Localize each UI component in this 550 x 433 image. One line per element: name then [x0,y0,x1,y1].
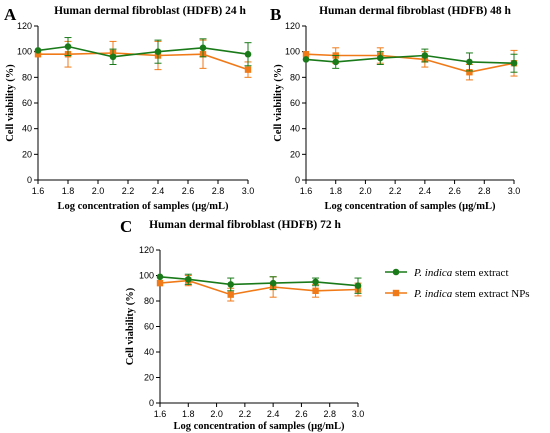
panel-c-y-tick-label: 120 [139,245,154,255]
panel-b-x-tick-label: 1.8 [329,186,342,196]
panel-c-x-axis-label: Log concentration of samples (µg/mL) [173,421,345,432]
panel-b-nps-point [302,51,310,58]
panel-a-extract-point [199,44,207,52]
legend-extract-species: P. indica [413,267,453,279]
panel-c-y-tick-label: 20 [144,373,154,383]
panel-c-x-tick-label: 3.0 [352,409,365,419]
panel-b-y-tick-label: 40 [290,124,300,134]
panel-a-x-tick-label: 2.6 [182,186,195,196]
panel-a-extract-point [109,53,117,61]
panel-a-x-tick-label: 3.0 [242,186,255,196]
panel-c-y-tick-label: 80 [144,296,154,306]
panel-b-x-axis-label: Log concentration of samples (µg/mL) [324,201,496,212]
panel-c-y-tick-label: 0 [149,398,154,408]
panel-b-letter: B [270,5,281,24]
panel-a-extract-line [37,45,249,58]
panel-c-x-tick-label: 1.6 [154,409,167,419]
panel-c-nps-line [159,279,359,296]
panel-c-y-tick-label: 40 [144,347,154,357]
panel-b-x-tick-label: 1.6 [300,186,313,196]
panel-b-extract-point [510,59,518,67]
panel-b-y-tick-label: 100 [285,47,300,57]
panel-a-extract-point [64,43,72,50]
panel-b-x-tick-label: 2.6 [448,186,461,196]
legend-extract-marker [392,268,400,276]
panel-b-extract-point [332,58,340,66]
legend-nps-text: stem extract NPs [452,288,529,300]
panel-b-extract-point [421,52,429,59]
panel-a-y-tick-label: 40 [22,124,32,134]
panel-c-nps-point [227,291,234,298]
panel-b-x-tick-label: 3.0 [508,186,521,196]
panel-c-x-tick-label: 1.8 [182,409,195,419]
panel-a-x-tick-label: 2.2 [122,186,135,196]
panel-a-nps-point [244,66,252,73]
panel-a-y-tick-label: 80 [22,72,32,82]
panel-a-extract-point [154,48,162,55]
panel-a-y-axis-label: Cell viability (%) [5,64,16,142]
legend-extract-label: P. indica stem extract [413,267,509,279]
panel-b-extract-point [302,56,310,63]
panel-b-extract-line [305,54,515,64]
panel-c-x-tick-label: 2.6 [295,409,308,419]
panel-b-x-tick-label: 2.8 [478,186,491,196]
panel-c-extract-point [354,282,362,290]
panel-c-extract-line [159,276,359,287]
panel-a-extract-point [34,47,42,54]
legend-nps-species: P. indica [413,288,453,300]
panel-c-letter: C [120,217,132,236]
panel-b-y-tick-label: 60 [290,98,300,108]
panel-a-x-tick-label: 1.8 [62,186,75,196]
panel-b-y-tick-label: 120 [285,21,300,31]
panel-a-x-axis-label: Log concentration of samples (µg/mL) [57,201,229,212]
panel-a-title: Human dermal fibroblast (HDFB) 24 h [54,5,246,17]
panel-c-y-tick-label: 60 [144,322,154,332]
panel-a-y-tick-label: 60 [22,98,32,108]
panel-b-x-tick-label: 2.0 [359,186,372,196]
panel-a-y-tick-label: 20 [22,149,32,159]
panel-a-letter: A [4,5,17,24]
panel-c-x-tick-label: 2.4 [267,409,280,419]
panel-b-y-axis-label: Cell viability (%) [273,64,284,142]
legend-nps-label: P. indica stem extract NPs [413,288,530,300]
panel-c-y-axis-label: Cell viability (%) [125,287,136,365]
panel-b-y-tick-label: 80 [290,72,300,82]
panel-c-x-tick-label: 2.2 [239,409,252,419]
panel-c-nps-point [156,279,164,287]
panel-c-x-tick-label: 2.8 [323,409,336,419]
panel-b-extract-point [376,54,384,62]
panel-c-extract-point [312,278,319,286]
panel-a-x-tick-label: 2.0 [92,186,105,196]
legend-nps-marker [392,289,400,297]
panel-c-nps-point [312,287,319,294]
panel-c-title: Human dermal fibroblast (HDFB) 72 h [149,219,341,231]
panel-a-nps-point [34,51,42,58]
panel-a-x-tick-label: 2.8 [212,186,225,196]
panel-b-x-tick-label: 2.2 [389,186,402,196]
panel-c-extract-point [184,276,192,283]
panel-a-x-tick-label: 1.6 [32,186,45,196]
panel-a-y-tick-label: 120 [17,21,32,31]
panel-b-y-tick-label: 20 [290,149,300,159]
panel-b-title: Human dermal fibroblast (HDFB) 48 h [319,5,511,17]
panel-b-y-tick-label: 0 [295,175,300,185]
panel-c-extract-point [269,279,277,287]
panel-a-x-tick-label: 2.4 [152,186,165,196]
legend-extract-text: stem extract [452,267,508,279]
panel-b-extract-point [466,58,473,66]
panel-c-x-tick-label: 2.0 [210,409,223,419]
panel-c-extract-point [156,273,164,281]
panel-a-y-tick-label: 0 [27,175,32,185]
panel-c-extract-point [227,281,235,288]
panel-b-x-tick-label: 2.4 [419,186,432,196]
panel-b-nps-point [466,69,473,76]
panel-a-y-tick-label: 100 [17,47,32,57]
panel-a-extract-point [244,50,252,58]
panel-c-y-tick-label: 100 [139,271,154,281]
